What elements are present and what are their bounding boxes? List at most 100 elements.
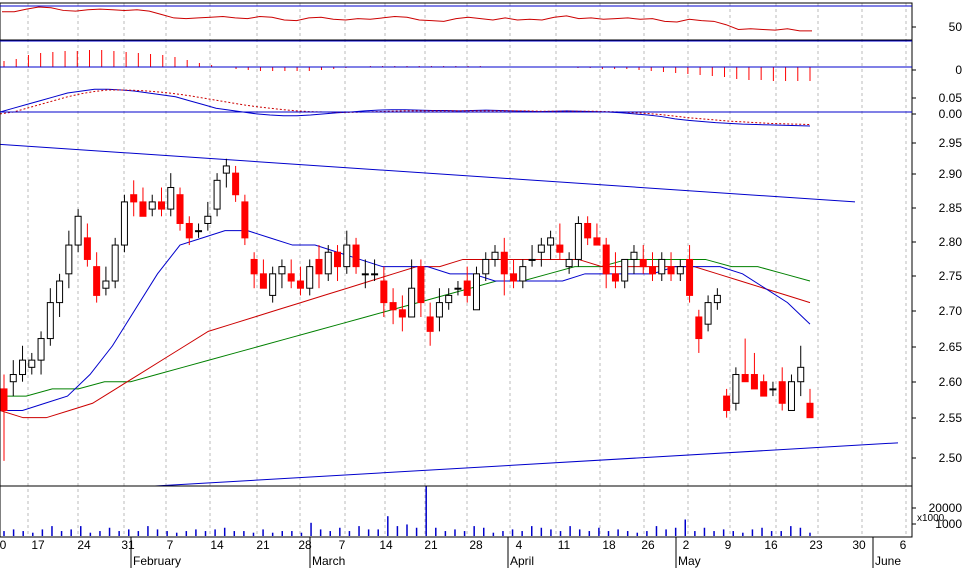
candle-body (65, 244, 73, 275)
upper-trendline (0, 143, 856, 203)
x-tick-label: 4 (516, 538, 523, 552)
x-tick-label: 7 (167, 538, 174, 552)
candle-body (28, 359, 36, 368)
month-label: June (875, 554, 901, 568)
y-tick-label: 2.90 (939, 167, 963, 181)
y-tick-label: 0.00 (939, 107, 963, 121)
candle-body (315, 258, 323, 275)
candle-body (102, 280, 110, 289)
candle-body (769, 388, 777, 391)
candle-body (667, 266, 675, 275)
y-tick-label: 0 (955, 63, 962, 77)
candle-body (306, 266, 314, 289)
x-tick-label: 30 (852, 538, 866, 552)
candle-body (287, 273, 295, 282)
candle-body (222, 165, 230, 174)
candle-body (463, 280, 471, 296)
candle-body (723, 395, 731, 411)
x-tick-label: 16 (764, 538, 778, 552)
candle-body (380, 280, 388, 304)
candle-body (343, 244, 351, 268)
candle-body (334, 251, 342, 268)
candle-body (537, 244, 545, 253)
candle-body (686, 258, 694, 296)
macd-line (0, 88, 811, 127)
axis-labels: 50 0 0.05 0.00 2.95 2.90 2.85 2.80 2.75 2.70 2.65 2… (0, 20, 962, 568)
candle-body (371, 273, 379, 276)
candle-body (510, 273, 518, 282)
candle-body (120, 201, 128, 246)
y-tick-label: 2.70 (939, 304, 963, 318)
candle-body (621, 258, 629, 282)
x-tick-label: 31 (121, 538, 135, 552)
y-tick-label: 50 (949, 20, 963, 34)
candle-body (324, 251, 332, 275)
candle-body (787, 381, 795, 411)
candle-body (269, 273, 277, 296)
month-label: May (678, 554, 701, 568)
month-label: March (312, 554, 345, 568)
candle-body (408, 287, 416, 318)
candle-body (259, 273, 267, 289)
y-tick-label: 20000 (929, 501, 963, 515)
candle-body (361, 273, 369, 276)
candle-body (500, 251, 508, 275)
x-tick-label: 28 (298, 538, 312, 552)
candle-body (296, 280, 304, 289)
candle-body (797, 366, 805, 383)
y-tick-label: 2.80 (939, 235, 963, 249)
panel-frames (0, 2, 913, 538)
month-label: February (133, 554, 181, 568)
candle-body (732, 374, 740, 404)
moving-average-long (0, 258, 811, 397)
candle-body (741, 374, 749, 383)
candle-body (9, 374, 17, 383)
x-tick-label: 7 (339, 538, 346, 552)
candle-body (398, 309, 406, 318)
candle-body (482, 258, 490, 275)
x-tick-label: 18 (602, 538, 616, 552)
candle-body (750, 374, 758, 390)
rsi-panel (2, 6, 812, 32)
histogram-panel (3, 50, 811, 81)
candle-body (676, 266, 684, 275)
candle-body (232, 172, 240, 196)
candle-body (704, 302, 712, 325)
macd-panel (0, 88, 811, 127)
candle-body (658, 258, 666, 275)
candle-body (83, 237, 91, 260)
candle-body (167, 187, 175, 210)
y-tick-label: 0.05 (939, 91, 963, 105)
candle-body (278, 266, 286, 275)
candle-body (639, 258, 647, 268)
x-tick-label: 14 (210, 538, 224, 552)
candle-body (528, 258, 536, 261)
candle-body (611, 273, 619, 282)
lower-trendline (154, 442, 899, 487)
candle-body (139, 201, 147, 217)
candle-body (454, 287, 462, 290)
x-tick-label: 28 (469, 538, 483, 552)
y-tick-label: 2.60 (939, 375, 963, 389)
candle-body (19, 359, 27, 376)
candle-body (250, 258, 258, 275)
x-tick-label: 11 (558, 538, 571, 552)
candle-body (389, 302, 397, 311)
y-tick-label: 2.55 (939, 411, 963, 425)
moving-average-short (0, 230, 811, 411)
candle-body (204, 215, 212, 224)
y-tick-label: 2.95 (939, 136, 963, 150)
candle-body (195, 230, 203, 233)
x-tick-label: 6 (900, 538, 907, 552)
candle-body (760, 381, 768, 397)
candle-body (491, 251, 499, 260)
candle-body (185, 222, 193, 239)
volume-unit-label: x1000 (917, 513, 945, 524)
candle-body (176, 194, 184, 224)
candle-body (111, 244, 119, 282)
candle-body (74, 215, 82, 246)
candle-body (426, 316, 434, 332)
candle-body (806, 402, 814, 419)
y-tick-label: 1000 (935, 517, 962, 531)
